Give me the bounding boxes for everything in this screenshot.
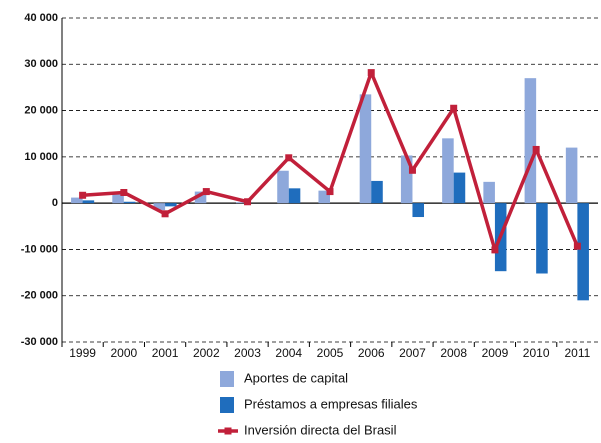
bar (453, 172, 466, 204)
y-tick-label: 10 000 (24, 151, 58, 163)
y-tick-label: -10 000 (21, 243, 58, 255)
line-marker (120, 188, 128, 196)
bar (442, 138, 454, 204)
legend-label: Inversión directa del Brasil (244, 422, 397, 437)
line-marker (202, 188, 210, 196)
y-tick-label: 0 (52, 197, 58, 209)
bar (536, 203, 548, 274)
bar (288, 188, 301, 204)
bar (577, 203, 589, 301)
legend-swatch (224, 427, 232, 435)
x-tick-label: 2005 (317, 346, 344, 360)
bar (235, 202, 248, 204)
line-marker (161, 210, 169, 218)
line-marker (532, 145, 540, 153)
bar (412, 203, 425, 218)
x-tick-label: 2007 (399, 346, 426, 360)
line-marker (573, 242, 581, 250)
bar (318, 190, 330, 204)
bar (524, 78, 537, 204)
x-tick-label: 2001 (152, 346, 179, 360)
legend-swatch (220, 371, 234, 387)
bar (400, 155, 413, 204)
bar (371, 180, 383, 204)
y-tick-label: -30 000 (21, 336, 58, 348)
bar (483, 181, 495, 204)
line-marker (79, 191, 87, 199)
bar (112, 193, 124, 204)
bar (565, 147, 578, 204)
line-marker (244, 198, 252, 206)
legend-label: Préstamos a empresas filiales (244, 396, 418, 411)
bar (277, 170, 289, 204)
x-tick-label: 2003 (234, 346, 261, 360)
y-tick-label: 20 000 (24, 104, 58, 116)
line-marker (450, 104, 458, 112)
legend-label: Aportes de capital (244, 370, 348, 385)
line-marker (326, 188, 334, 196)
x-tick-label: 2011 (564, 346, 590, 360)
bar (153, 203, 166, 211)
bar (165, 203, 177, 207)
line-marker (367, 69, 375, 77)
bar (359, 94, 372, 204)
y-tick-label: 40 000 (24, 12, 58, 24)
x-tick-label: 2010 (523, 346, 550, 360)
y-tick-label: -20 000 (21, 290, 58, 302)
x-tick-label: 2006 (358, 346, 385, 360)
line-marker (408, 166, 416, 174)
line-marker (491, 246, 499, 254)
x-tick-label: 2000 (110, 346, 137, 360)
bar (82, 200, 95, 204)
x-tick-label: 2008 (440, 346, 467, 360)
x-tick-label: 2009 (482, 346, 509, 360)
x-tick-label: 1999 (69, 346, 96, 360)
x-tick-label: 2002 (193, 346, 220, 360)
legend-swatch (220, 397, 234, 413)
bar (71, 197, 83, 204)
bar (123, 201, 136, 204)
y-tick-label: 30 000 (24, 58, 58, 70)
line-marker (285, 154, 293, 162)
x-tick-label: 2004 (275, 346, 302, 360)
bar (194, 191, 207, 204)
